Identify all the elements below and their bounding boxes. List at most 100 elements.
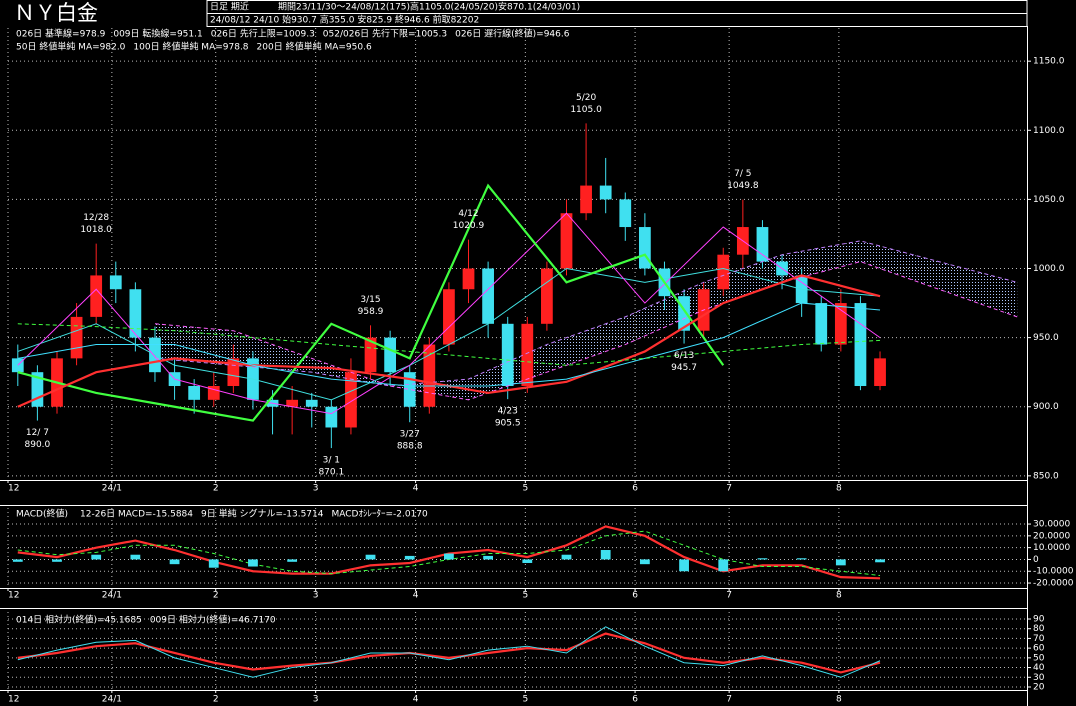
candle-body: [423, 344, 436, 407]
y-tick-label: 70: [1033, 634, 1045, 644]
panel-title: MACD(終値): [16, 508, 68, 520]
histogram-bar: [757, 558, 768, 560]
x-tick-label: 2: [213, 484, 219, 494]
candle-body: [541, 268, 553, 324]
x-tick-label: 24/1: [102, 591, 122, 601]
legend-entry: 052/026日 先行下限=1005.3: [323, 28, 447, 40]
candle-body: [678, 296, 690, 331]
candle-body: [70, 316, 83, 359]
legend-entry: 026日 遅行線(終値)=946.6: [455, 28, 570, 40]
candle-body: [482, 268, 494, 324]
histogram-bar: [208, 559, 219, 568]
candle-body: [874, 358, 886, 387]
annotation-date: 4/12: [458, 209, 478, 219]
annotation-value: 958.9: [358, 307, 384, 317]
histogram-bar: [169, 559, 180, 565]
y-tick-label: 20: [1033, 682, 1045, 692]
candle-body: [345, 372, 357, 428]
y-tick-label: 1000.0: [1033, 264, 1065, 274]
y-tick-label: 1100.0: [1033, 126, 1065, 136]
x-tick-label: 3: [313, 591, 319, 601]
x-tick-label: 12: [8, 591, 19, 601]
candle-body: [638, 227, 651, 269]
histogram-bar: [522, 559, 533, 563]
candle-body: [188, 386, 201, 400]
histogram-bar: [12, 559, 23, 562]
candle-body: [815, 303, 828, 345]
histogram-bar: [679, 559, 689, 572]
x-tick-label: 24/1: [102, 484, 122, 494]
histogram-bar: [835, 559, 846, 566]
annotation-value: 905.5: [495, 419, 521, 429]
x-tick-label: 3: [313, 484, 319, 494]
y-tick-label: 950.0: [1033, 333, 1059, 343]
y-tick-label: 850.0: [1033, 471, 1059, 481]
y-tick-label: 30: [1033, 673, 1045, 683]
annotation-value: 1105.0: [570, 105, 602, 115]
bar-type: 日足 期近: [210, 1, 249, 13]
annotation-value: 888.8: [397, 442, 423, 452]
annotation-date: 3/27: [400, 430, 420, 440]
candle-body: [364, 337, 377, 373]
annotation-date: 3/ 1: [323, 456, 340, 466]
annotation-value: 1049.8: [727, 181, 759, 191]
annotation-date: 5/20: [576, 93, 596, 103]
x-tick-label: 12: [8, 484, 19, 494]
x-tick-label: 3: [313, 695, 319, 705]
candle-body: [286, 399, 299, 407]
histogram-bar: [404, 555, 415, 560]
x-tick-label: 7: [726, 591, 732, 601]
y-tick-label: 40: [1033, 663, 1045, 673]
annotation-date: 7/ 5: [734, 169, 751, 179]
y-tick-label: 50: [1033, 653, 1045, 663]
x-tick-label: 2: [213, 695, 219, 705]
histogram-bar: [91, 554, 102, 560]
candle-body: [854, 303, 867, 387]
candle-body: [384, 337, 397, 373]
x-tick-label: 5: [522, 591, 528, 601]
series-line: [17, 626, 881, 678]
x-tick-label: 6: [632, 591, 638, 601]
candle-body: [619, 199, 632, 228]
histogram-bar: [600, 550, 611, 560]
y-tick-label: 0: [1033, 555, 1039, 565]
y-tick-label: 90: [1033, 614, 1045, 624]
histogram-bar: [444, 553, 454, 560]
candle-body: [580, 185, 592, 214]
annotation-value: 890.0: [25, 440, 51, 450]
page-title: ＮＹ白金: [14, 1, 98, 25]
y-tick-label: 1150.0: [1033, 57, 1065, 67]
annotation-value: 945.7: [671, 363, 697, 373]
x-tick-label: 8: [836, 484, 842, 494]
x-tick-label: 6: [632, 484, 638, 494]
y-tick-label: 1050.0: [1033, 195, 1065, 205]
legend-entry: 9日 単純 シグナル=-13.5714: [201, 508, 324, 520]
candle-body: [207, 386, 220, 400]
legend-entry: 50日 終値単純 MA=982.0: [16, 41, 126, 53]
histogram-bar: [796, 558, 807, 560]
series-line: [154, 240, 1018, 387]
candle-body: [834, 303, 847, 345]
y-tick-label: 30.0000: [1033, 520, 1070, 530]
legend-entry: 009日 転換線=951.1: [113, 28, 202, 40]
candle-body: [756, 227, 769, 262]
legend-entry: 009日 相対力(終値)=46.7170: [150, 614, 276, 626]
candle-body: [227, 358, 240, 387]
series-line: [17, 323, 881, 366]
histogram-bar: [561, 554, 572, 560]
histogram-bar: [248, 559, 258, 567]
candle-body: [31, 372, 44, 407]
y-tick-label: 80: [1033, 624, 1045, 634]
x-tick-label: 2: [213, 591, 219, 601]
candle-body: [501, 323, 514, 387]
legend-entry: 026日 先行上限=1009.3: [211, 28, 315, 40]
candle-body: [599, 185, 612, 200]
histogram-bar: [483, 555, 494, 560]
period: 期間23/11/30〜24/08/12(175)高1105.0(24/05/20…: [278, 1, 580, 13]
histogram-bar: [875, 559, 885, 563]
annotation-date: 4/23: [498, 407, 518, 417]
annotation-value: 870.1: [318, 468, 344, 478]
series-line: [17, 632, 881, 674]
x-tick-label: 5: [522, 484, 528, 494]
